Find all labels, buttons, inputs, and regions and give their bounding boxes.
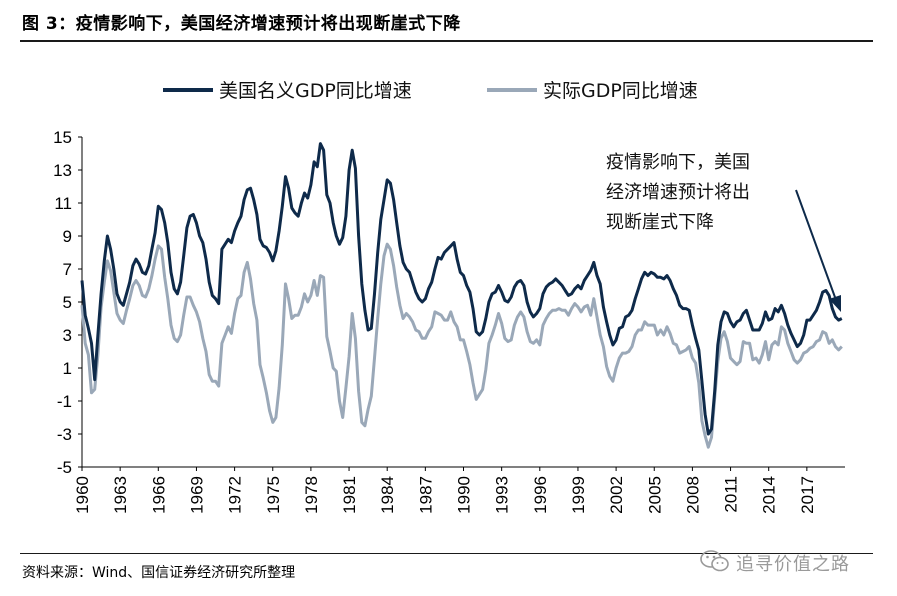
x-tick-label: 1993	[493, 476, 512, 514]
report-header: 图 3：疫情影响下，美国经济增速预计将出现断崖式下降	[0, 0, 897, 42]
y-tick-label: 9	[63, 227, 72, 246]
x-tick-label: 2014	[760, 476, 779, 514]
x-tick-label: 2017	[798, 476, 817, 514]
annotation-text-line: 现断崖式下降	[606, 212, 714, 233]
x-tick-label: 1960	[73, 476, 92, 514]
x-tick-label: 2005	[645, 476, 664, 514]
y-tick-label: 1	[63, 359, 72, 378]
annotation-text-line: 疫情影响下，美国	[606, 152, 750, 173]
x-tick-label: 1987	[416, 476, 435, 514]
x-tick-label: 1990	[455, 476, 474, 514]
chart-series-lines	[80, 142, 843, 449]
x-tick-label: 1981	[340, 476, 359, 514]
chart-annotation: 疫情影响下，美国经济增速预计将出现断崖式下降	[606, 152, 841, 312]
chart-legend: 美国名义GDP同比增速 实际GDP同比增速	[163, 80, 698, 102]
y-tick-label: -1	[57, 392, 72, 411]
x-tick-label: 1999	[569, 476, 588, 514]
x-tick-label: 1996	[531, 476, 550, 514]
y-tick-label: 7	[63, 260, 72, 279]
footer-divider	[20, 553, 873, 554]
header-divider	[20, 40, 873, 42]
legend-label: 实际GDP同比增速	[543, 80, 698, 102]
y-tick-label: 5	[63, 293, 72, 312]
series-line-nominal-gdp	[80, 142, 843, 436]
figure-title: 图 3：疫情影响下，美国经济增速预计将出现断崖式下降	[22, 14, 461, 34]
y-tick-label: -3	[57, 425, 72, 444]
wechat-icon	[700, 550, 729, 572]
y-tick-label: 15	[53, 128, 72, 147]
x-tick-label: 1978	[302, 476, 321, 514]
watermark-text: 追寻价值之路	[736, 554, 850, 575]
annotation-arrow-head	[829, 295, 841, 312]
x-tick-label: 1984	[378, 476, 397, 514]
x-tick-label: 2008	[683, 476, 702, 514]
x-tick-label: 1975	[264, 476, 283, 514]
annotation-arrow-shaft	[795, 189, 837, 301]
legend-label: 美国名义GDP同比增速	[219, 80, 412, 102]
x-tick-label: 1963	[111, 476, 130, 514]
source-note: 资料来源：Wind、国信证券经济研究所整理	[22, 565, 296, 581]
x-tick-label: 1969	[187, 476, 206, 514]
x-tick-label: 1972	[226, 476, 245, 514]
x-tick-label: 2011	[722, 476, 741, 513]
annotation-text-line: 经济增速预计将出	[606, 182, 750, 203]
x-tick-label: 2002	[607, 476, 626, 514]
x-tick-label: 1966	[149, 476, 168, 514]
y-tick-label: -5	[57, 458, 72, 477]
y-tick-label: 13	[53, 161, 72, 180]
y-tick-label: 11	[54, 194, 72, 213]
y-tick-label: 3	[63, 326, 72, 345]
watermark: 追寻价值之路	[700, 548, 890, 578]
